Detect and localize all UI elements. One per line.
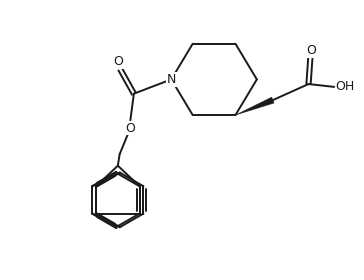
Text: OH: OH [335,80,355,93]
Text: O: O [306,44,316,57]
Text: O: O [125,122,135,135]
Text: O: O [114,55,123,68]
Text: N: N [167,73,176,86]
Polygon shape [236,97,274,115]
